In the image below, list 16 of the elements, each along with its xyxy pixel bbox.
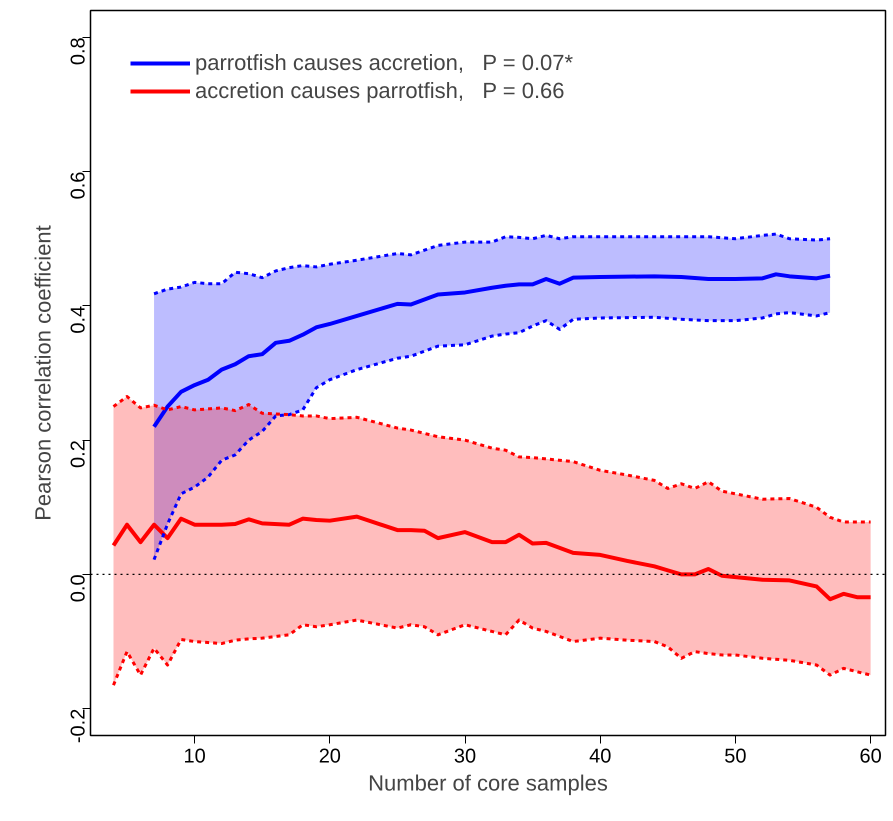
x-tick-label: 50 (724, 746, 747, 768)
x-tick-label: 10 (183, 746, 206, 768)
y-tick-label: 0.4 (68, 306, 90, 334)
x-tick-label: 40 (589, 746, 612, 768)
y-tick-label: 0.0 (68, 574, 90, 602)
x-axis-title: Number of core samples (368, 770, 608, 796)
y-axis-title: Pearson correlation coefficient (30, 225, 56, 521)
x-tick-label: 30 (454, 746, 476, 768)
x-tick-label: 60 (860, 746, 882, 768)
y-tick-label: 0.8 (68, 37, 90, 66)
y-tick-label: 0.2 (68, 440, 90, 468)
y-tick-label: -0.2 (68, 708, 90, 744)
x-tick-label: 20 (318, 746, 341, 768)
legend-label: parrotfish causes accretion, P = 0.07* (195, 50, 574, 76)
legend-label: accretion causes parrotfish, P = 0.66 (195, 78, 565, 104)
y-tick-label: 0.6 (68, 172, 90, 200)
